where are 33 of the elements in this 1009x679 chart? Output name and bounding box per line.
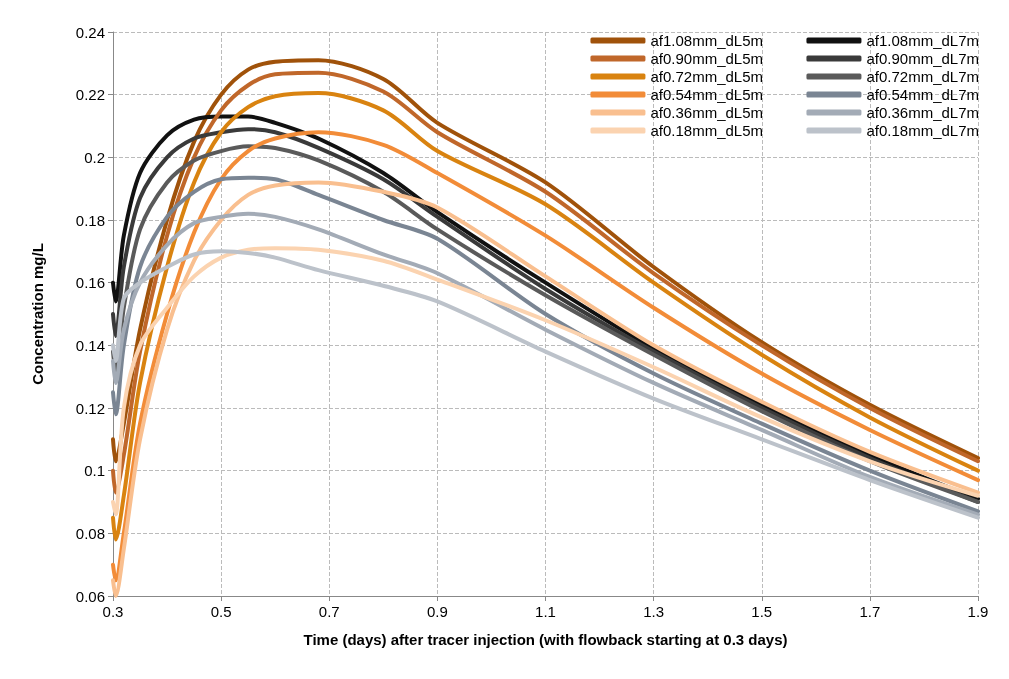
x-tick-label: 0.3 [102, 603, 124, 620]
legend-label: af1.08mm_dL5m [650, 32, 763, 49]
x-tick-label: 0.9 [426, 603, 448, 620]
legend-label: af0.54mm_dL7m [866, 86, 979, 103]
y-axis-title: Concentration mg/L [29, 243, 46, 385]
x-tick-label: 1.1 [535, 603, 556, 620]
y-tick-label: 0.1 [84, 462, 105, 480]
x-tick-label: 1.7 [859, 603, 881, 620]
legend-label: af0.36mm_dL7m [866, 104, 979, 121]
legend-label: af0.72mm_dL7m [866, 68, 979, 85]
x-tick-label: 1.5 [751, 603, 773, 620]
x-tick-label: 1.3 [643, 603, 665, 620]
x-tick-label: 0.7 [318, 603, 340, 620]
y-tick-label: 0.2 [84, 148, 105, 166]
legend-label: af1.08mm_dL7m [866, 32, 979, 49]
x-tick-label: 1.9 [967, 603, 989, 620]
legend-label: af0.18mm_dL5m [650, 122, 763, 139]
y-tick-label: 0.24 [75, 23, 105, 41]
legend-label: af0.90mm_dL5m [650, 50, 763, 67]
x-tick-label: 0.5 [210, 603, 232, 620]
legend-label: af0.54mm_dL5m [650, 86, 763, 103]
x-axis-title: Time (days) after tracer injection (with flowback starting at 0.3 days) [303, 631, 788, 648]
y-tick-label: 0.18 [75, 211, 105, 229]
y-tick-label: 0.16 [75, 274, 105, 292]
y-tick-label: 0.14 [75, 336, 105, 354]
legend-label: af0.72mm_dL5m [650, 68, 763, 85]
legend-label: af0.18mm_dL7m [866, 122, 979, 139]
y-tick-label: 0.22 [75, 86, 105, 104]
y-tick-label: 0.12 [75, 399, 105, 417]
legend-label: af0.90mm_dL7m [866, 50, 979, 67]
y-tick-label: 0.08 [75, 524, 105, 542]
y-tick-label: 0.06 [75, 587, 105, 605]
legend-label: af0.36mm_dL5m [650, 104, 763, 121]
